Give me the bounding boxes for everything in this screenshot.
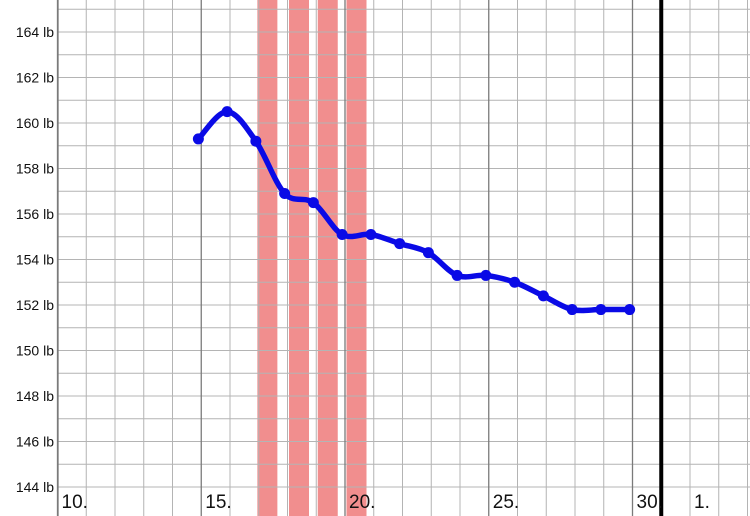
highlight-band-2 [317,0,338,516]
weight-point-10 [480,269,492,281]
weight-point-12 [537,290,549,302]
weight-point-14 [595,304,607,316]
y-axis-ticks: 144 lb 146 lb 148 lb 150 lb 152 lb 154 lb 156 … [16,24,54,495]
y-tick-label: 148 lb [16,388,54,404]
weight-point-8 [422,247,434,259]
grid-lines [56,0,750,516]
y-tick-label: 152 lb [16,297,54,313]
highlight-band-1 [289,0,309,516]
y-tick-label: 160 lb [16,115,54,131]
weight-point-13 [566,304,578,316]
series-layer [192,106,636,316]
weight-point-3 [279,188,291,200]
x-tick-label: 30. [637,492,663,513]
highlight-band-3 [346,0,367,516]
weight-line [195,108,633,314]
y-tick-label: 144 lb [16,479,54,495]
weight-point-0 [192,133,204,145]
x-tick-label: 10. [62,492,88,513]
y-tick-label: 146 lb [16,434,54,450]
weight-point-15 [624,304,636,316]
highlight-band-0 [257,0,278,516]
x-tick-label: 15. [205,492,231,513]
y-tick-label: 150 lb [16,343,54,359]
x-axis-ticks: 10. 15. 20. 25. 30. 1. [62,492,710,513]
weight-point-1 [221,106,233,118]
y-tick-label: 162 lb [16,70,54,86]
y-tick-label: 158 lb [16,161,54,177]
weight-point-5 [336,228,348,240]
weight-point-9 [451,269,463,281]
weight-point-4 [307,197,319,209]
weight-point-7 [394,238,406,250]
x-tick-label: 25. [493,492,519,513]
weight-point-11 [509,276,521,288]
y-tick-label: 164 lb [16,24,54,40]
x-tick-label: 20. [349,492,375,513]
x-tick-label: 1. [694,492,710,513]
y-tick-label: 156 lb [16,206,54,222]
y-tick-label: 154 lb [16,252,54,268]
weight-point-6 [365,228,377,240]
highlight-bands [257,0,367,516]
weight-point-2 [250,135,262,147]
